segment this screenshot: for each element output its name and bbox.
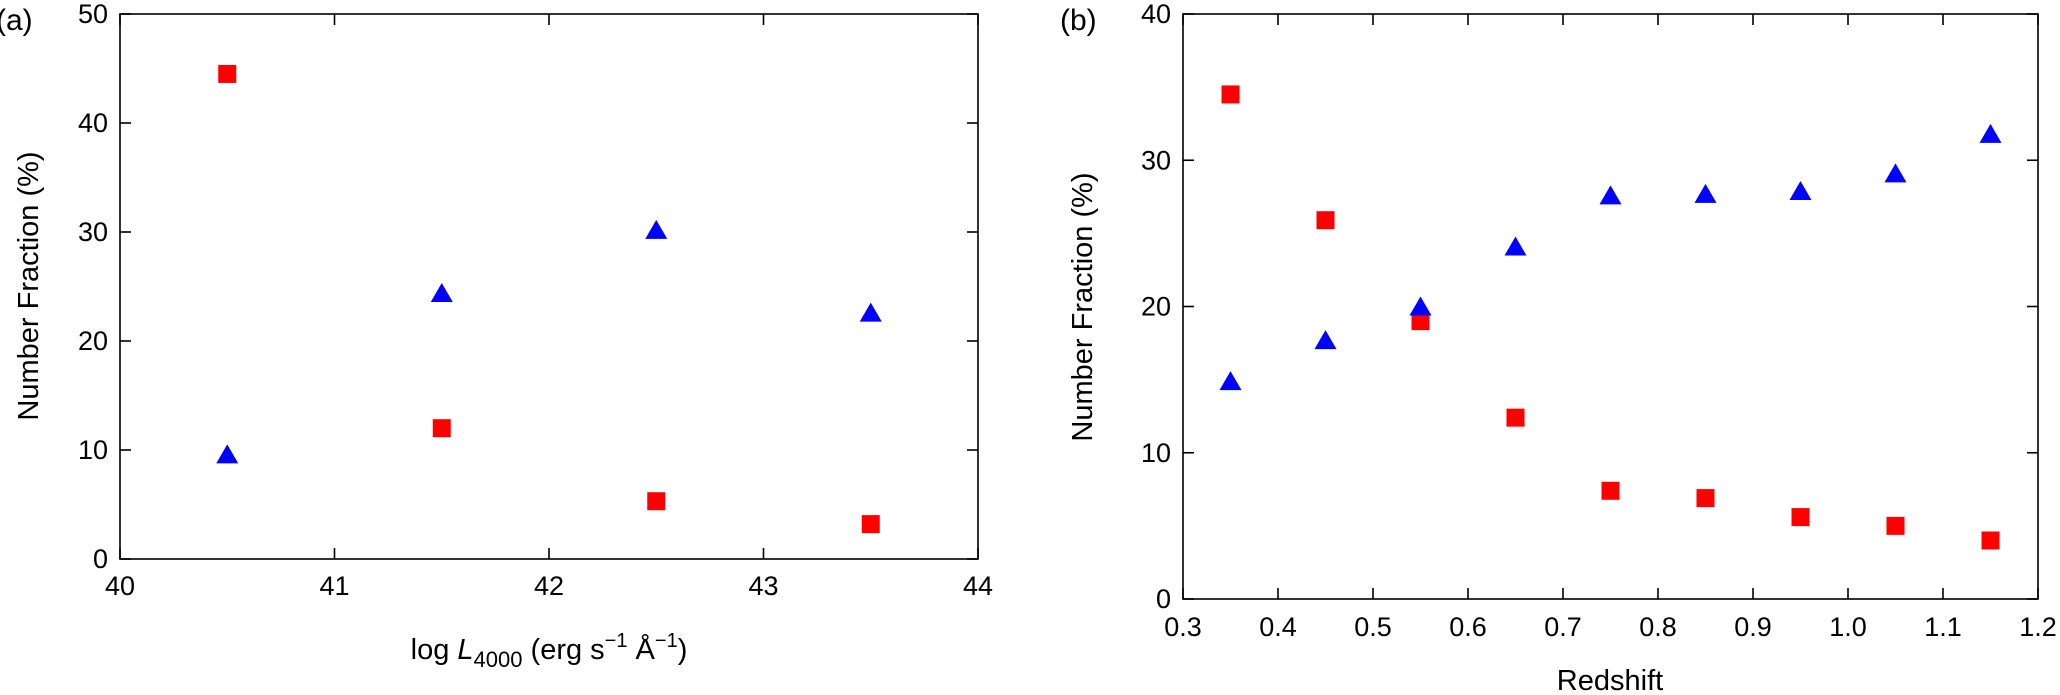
y-tick-label: 10	[1141, 438, 1171, 468]
triangle-point	[1409, 296, 1432, 316]
y-tick-label: 20	[78, 326, 108, 356]
square-point	[861, 515, 880, 534]
square-point	[1221, 85, 1240, 104]
triangle-point	[1789, 180, 1812, 200]
panel-b-label: (b)	[1060, 4, 1097, 37]
x-tick-label: 0.9	[1734, 612, 1772, 642]
square-point	[432, 419, 451, 438]
triangle-point	[1314, 330, 1337, 350]
square-point	[1791, 508, 1810, 527]
triangle-point	[1884, 163, 1907, 183]
triangle-point	[430, 283, 453, 303]
square-point	[1316, 211, 1335, 230]
panel-a: (a) 40 41 42 43 44 0 10 20 30 40 50 Number Fracti…	[0, 0, 993, 672]
y-tick-label: 10	[78, 435, 108, 465]
x-label-units-a: (erg s	[522, 634, 604, 666]
x-tick-label: 1.1	[1924, 612, 1962, 642]
y-tick-label: 50	[78, 0, 108, 29]
y-tick-label: 30	[1141, 145, 1171, 175]
triangle-point	[1694, 183, 1717, 203]
y-tick-label: 0	[1156, 584, 1171, 614]
panel-b-y-ticks: 0 10 20 30 40	[1141, 0, 2038, 614]
x-tick-label: 41	[319, 571, 349, 601]
panel-a-label: (a)	[0, 4, 33, 37]
x-label-var: L	[457, 634, 473, 666]
x-tick-label: 0.4	[1259, 612, 1297, 642]
x-tick-label: 0.3	[1164, 612, 1202, 642]
y-tick-label: 40	[1141, 0, 1171, 29]
square-point	[1696, 489, 1715, 508]
panel-a-x-axis-label: log L4000 (erg s−1 Å−1)	[411, 630, 688, 672]
triangle-point	[859, 302, 882, 322]
x-tick-label: 0.6	[1449, 612, 1487, 642]
x-tick-label: 1.2	[2019, 612, 2057, 642]
triangle-point	[1219, 371, 1242, 391]
panel-a-y-ticks: 0 10 20 30 40 50	[78, 0, 978, 574]
y-tick-label: 40	[78, 108, 108, 138]
y-tick-label: 20	[1141, 292, 1171, 322]
triangle-point	[1979, 123, 2002, 143]
panel-b-x-ticks: 0.3 0.4 0.5 0.6 0.7 0.8 0.9 1.0 1.1 1.2	[1164, 14, 2057, 642]
square-point	[1886, 516, 1905, 535]
x-tick-label: 0.8	[1639, 612, 1677, 642]
square-point	[1411, 312, 1430, 331]
y-tick-label: 0	[93, 544, 108, 574]
x-tick-label: 0.5	[1354, 612, 1392, 642]
triangle-point	[645, 219, 668, 239]
panel-a-points	[216, 64, 882, 534]
panel-b: (b) 0.3 0.4 0.5 0.6 0.7 0.8 0.9 1.0 1.1 1.2 0 10 20…	[1060, 0, 2057, 695]
triangle-point	[1599, 185, 1622, 205]
panel-b-points	[1219, 85, 2002, 550]
y-tick-label: 30	[78, 217, 108, 247]
x-tick-label: 1.0	[1829, 612, 1867, 642]
x-label-prefix: log	[411, 634, 458, 666]
x-tick-label: 44	[963, 571, 993, 601]
square-point	[1981, 531, 2000, 550]
x-label-units-b: Å	[627, 633, 655, 666]
x-tick-label: 40	[105, 571, 135, 601]
square-point	[1601, 481, 1620, 500]
square-point	[1506, 408, 1525, 427]
x-tick-label: 43	[748, 571, 778, 601]
square-point	[647, 492, 666, 511]
x-label-sub: 4000	[474, 647, 523, 672]
x-label-units-c: )	[678, 634, 688, 666]
x-tick-label: 42	[534, 571, 564, 601]
square-point	[218, 64, 237, 83]
panel-b-frame	[1182, 13, 2039, 600]
panel-b-y-axis-label: Number Fraction (%)	[1067, 172, 1099, 441]
triangle-point	[1504, 236, 1527, 256]
panel-a-x-ticks: 40 41 42 43 44	[105, 14, 993, 601]
triangle-point	[216, 444, 239, 464]
x-label-sup1: −1	[605, 630, 628, 652]
panel-b-x-axis-label: Redshift	[1557, 665, 1663, 695]
panel-a-y-axis-label: Number Fraction (%)	[13, 151, 45, 420]
x-tick-label: 0.7	[1544, 612, 1582, 642]
panel-a-frame	[119, 13, 979, 560]
x-label-sup2: −1	[655, 630, 678, 652]
